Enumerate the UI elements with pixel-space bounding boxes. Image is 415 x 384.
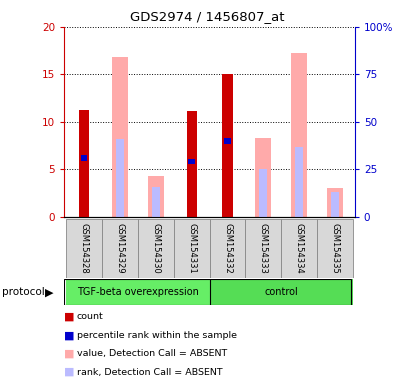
Text: GSM154330: GSM154330 [151, 223, 160, 274]
Text: percentile rank within the sample: percentile rank within the sample [77, 331, 237, 340]
Text: value, Detection Call = ABSENT: value, Detection Call = ABSENT [77, 349, 227, 358]
Bar [291, 53, 307, 217]
Text: GSM154332: GSM154332 [223, 223, 232, 274]
Text: GSM154331: GSM154331 [187, 223, 196, 274]
Bar [188, 159, 195, 164]
Bar [102, 219, 138, 278]
Bar [245, 219, 281, 278]
Bar [210, 219, 245, 278]
Bar [66, 219, 102, 278]
Bar [327, 189, 343, 217]
Text: rank, Detection Call = ABSENT: rank, Detection Call = ABSENT [77, 367, 222, 377]
Text: GSM154328: GSM154328 [80, 223, 88, 274]
Text: ■: ■ [64, 312, 75, 322]
Text: GDS2974 / 1456807_at: GDS2974 / 1456807_at [130, 10, 285, 23]
Bar [222, 74, 232, 217]
Bar [112, 57, 128, 217]
Text: GSM154333: GSM154333 [259, 223, 268, 274]
Text: ■: ■ [64, 349, 75, 359]
Bar [116, 139, 124, 217]
Bar [81, 156, 87, 161]
Bar [138, 219, 174, 278]
Bar [317, 219, 353, 278]
Bar [148, 176, 164, 217]
Bar [224, 138, 231, 144]
Text: protocol: protocol [2, 287, 45, 297]
Text: ■: ■ [64, 330, 75, 340]
Bar [281, 219, 317, 278]
Bar [187, 111, 197, 217]
Text: ■: ■ [64, 367, 75, 377]
Text: count: count [77, 312, 103, 321]
Text: GSM154329: GSM154329 [115, 223, 124, 274]
Text: GSM154335: GSM154335 [331, 223, 339, 274]
Bar [66, 279, 210, 305]
Bar [259, 169, 267, 217]
Bar [210, 279, 353, 305]
Text: ▶: ▶ [45, 287, 53, 297]
Bar [331, 192, 339, 217]
Bar [295, 147, 303, 217]
Bar [255, 138, 271, 217]
Text: GSM154334: GSM154334 [295, 223, 304, 274]
Bar [152, 187, 160, 217]
Bar [79, 109, 89, 217]
Text: TGF-beta overexpression: TGF-beta overexpression [77, 287, 199, 297]
Bar [174, 219, 210, 278]
Text: control: control [264, 287, 298, 297]
